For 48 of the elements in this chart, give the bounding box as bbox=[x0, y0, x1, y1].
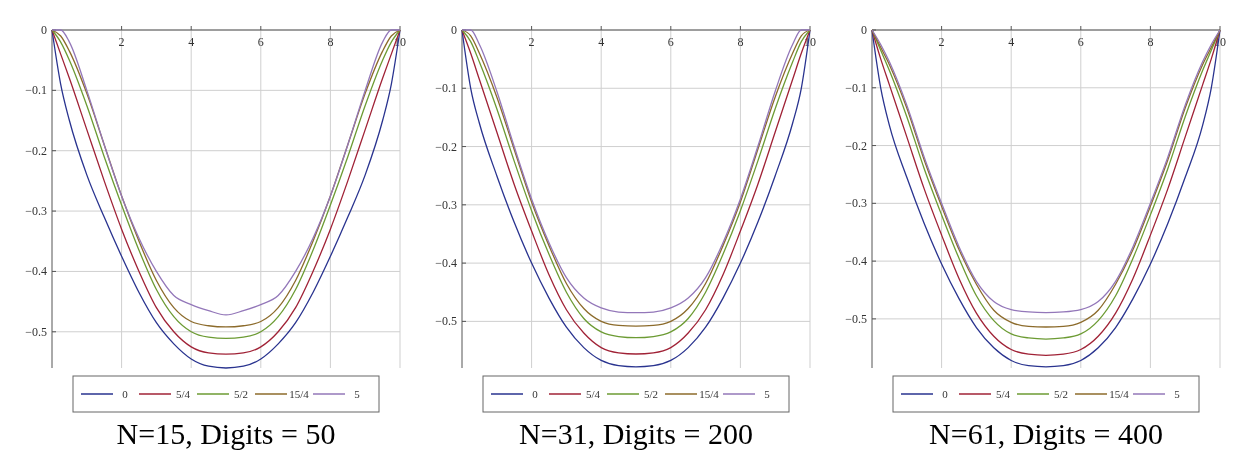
x-tick-label: 4 bbox=[188, 35, 195, 49]
x-tick-label: 4 bbox=[1008, 35, 1015, 49]
legend-label: 5 bbox=[1174, 388, 1181, 400]
legend-label: 5/4 bbox=[175, 388, 191, 400]
x-tick-label: 4 bbox=[598, 35, 605, 49]
y-tick-label: 0 bbox=[41, 23, 47, 37]
y-tick-label: −0.1 bbox=[435, 81, 457, 96]
y-tick-label: −0.5 bbox=[435, 314, 457, 329]
x-tick-label: 6 bbox=[257, 35, 264, 49]
text: N=31, Digits = 200 bbox=[519, 417, 753, 450]
y-tick-label: −0.4 bbox=[25, 264, 47, 279]
legend-label: 15/4 bbox=[699, 388, 720, 400]
y-tick-label: −0.4 bbox=[435, 256, 457, 271]
y-tick-label: −0.5 bbox=[25, 324, 47, 339]
y-tick-label: −0.3 bbox=[435, 197, 457, 212]
y-tick-label: −0.3 bbox=[845, 196, 867, 211]
y-tick-label: −0.1 bbox=[25, 83, 47, 98]
x-tick-label: 2 bbox=[938, 35, 945, 49]
y-tick-label: −0.3 bbox=[25, 204, 47, 219]
legend-label: 5/2 bbox=[1053, 388, 1069, 400]
x-tick-label: 2 bbox=[528, 35, 535, 49]
legend-label: 15/4 bbox=[1109, 388, 1130, 400]
x-tick-label: 6 bbox=[667, 35, 674, 49]
y-tick-label: −0.2 bbox=[25, 143, 47, 158]
y-tick-label: −0.5 bbox=[845, 311, 867, 326]
x-tick-label: 8 bbox=[1147, 35, 1154, 49]
y-tick-label: −0.2 bbox=[435, 139, 457, 154]
x-tick-label: 6 bbox=[1077, 35, 1084, 49]
legend-label: 0 bbox=[532, 388, 539, 400]
y-tick-label: 0 bbox=[451, 23, 457, 37]
legend-label: 0 bbox=[122, 388, 129, 400]
legend-label: 5/2 bbox=[643, 388, 659, 400]
legend-label: 5 bbox=[764, 388, 771, 400]
y-tick-label: −0.4 bbox=[845, 254, 867, 269]
y-tick-label: −0.1 bbox=[845, 80, 867, 95]
legend-label: 5/4 bbox=[995, 388, 1011, 400]
legend-label: 15/4 bbox=[289, 388, 310, 400]
legend-label: 5/4 bbox=[585, 388, 601, 400]
x-tick-label: 8 bbox=[737, 35, 744, 49]
x-tick-label: 2 bbox=[118, 35, 125, 49]
legend-label: 5 bbox=[354, 388, 361, 400]
text: N=61, Digits = 400 bbox=[929, 417, 1163, 450]
x-tick-label: 8 bbox=[327, 35, 334, 49]
legend-label: 5/2 bbox=[233, 388, 249, 400]
y-tick-label: −0.2 bbox=[845, 138, 867, 153]
legend-label: 0 bbox=[942, 388, 949, 400]
y-tick-label: 0 bbox=[861, 23, 867, 37]
text: N=15, Digits = 50 bbox=[116, 417, 336, 450]
